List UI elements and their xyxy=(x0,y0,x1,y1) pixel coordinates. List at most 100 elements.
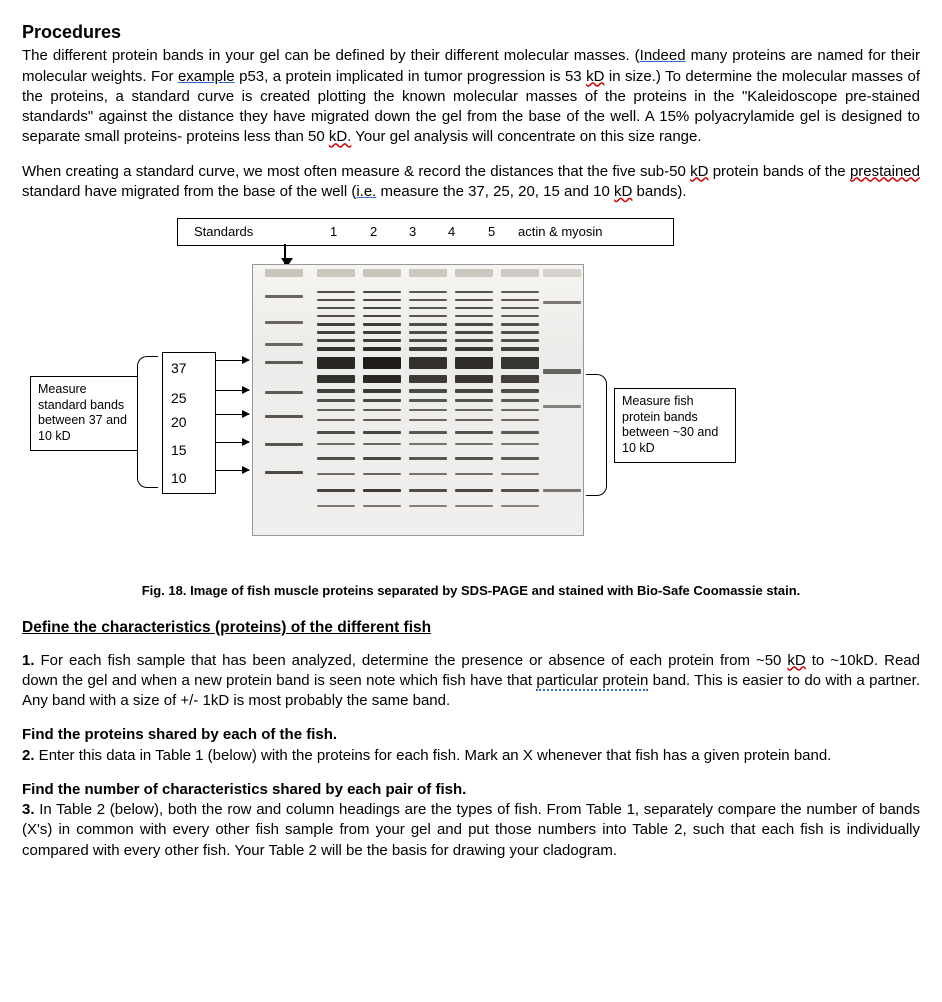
step-3-body: 3. In Table 2 (below), both the row and … xyxy=(22,800,920,861)
gel-band xyxy=(455,489,493,492)
gel-band xyxy=(455,291,493,293)
gel-band xyxy=(265,321,303,324)
left-note-box: Measure standard bands between 37 and 10… xyxy=(30,376,138,451)
text: measure the 37, 25, 20, 15 and 10 xyxy=(376,183,614,200)
arrow-right-icon xyxy=(215,390,249,391)
gel-band xyxy=(363,399,401,402)
gel-band xyxy=(317,357,355,369)
gel-band xyxy=(317,375,355,383)
gel-band xyxy=(409,307,447,309)
gel-band xyxy=(501,291,539,293)
gel-band xyxy=(265,471,303,474)
lane-label-4: 4 xyxy=(448,223,455,241)
step-number: 1. xyxy=(22,652,35,669)
lane-label-5: 5 xyxy=(488,223,495,241)
gel-band xyxy=(363,431,401,434)
gel-band xyxy=(409,291,447,293)
gel-band xyxy=(363,357,401,369)
gel-band xyxy=(363,315,401,317)
gel-band xyxy=(409,323,447,326)
gel-band xyxy=(317,399,355,402)
gel-band xyxy=(501,389,539,393)
text: Your gel analysis will concentrate on th… xyxy=(351,128,701,145)
gel-band xyxy=(317,473,355,475)
gel-band xyxy=(363,323,401,326)
step-3: Find the number of characteristics share… xyxy=(22,780,920,861)
gel-band xyxy=(317,389,355,393)
arrow-right-icon xyxy=(215,360,249,361)
gel-band xyxy=(501,357,539,369)
gel-band xyxy=(501,399,539,402)
gel-band xyxy=(455,331,493,334)
gel-band xyxy=(501,473,539,475)
text: When creating a standard curve, we most … xyxy=(22,163,690,180)
gel-band xyxy=(363,331,401,334)
gel-band xyxy=(363,443,401,445)
gel-band xyxy=(409,399,447,402)
gel-band xyxy=(455,323,493,326)
gel-band xyxy=(409,389,447,393)
gel-band xyxy=(317,419,355,421)
gel-band xyxy=(363,489,401,492)
page-title: Procedures xyxy=(22,20,920,44)
gel-band xyxy=(409,299,447,301)
lane-label-2: 2 xyxy=(370,223,377,241)
paragraph-2: When creating a standard curve, we most … xyxy=(22,162,920,203)
lane-header-box: Standards 1 2 3 4 5 actin & myosin xyxy=(177,218,674,246)
gel-band xyxy=(409,443,447,445)
gel-band xyxy=(363,473,401,475)
gel-band xyxy=(501,331,539,334)
gel-band xyxy=(501,457,539,460)
gel-band xyxy=(501,409,539,411)
gel-band xyxy=(265,443,303,446)
gel-figure: Standards 1 2 3 4 5 actin & myosin Measu… xyxy=(22,216,922,576)
mw-label: 37 xyxy=(163,361,215,375)
gel-band xyxy=(409,375,447,383)
gel-band xyxy=(455,307,493,309)
gel-band xyxy=(543,489,581,492)
gel-band xyxy=(455,399,493,402)
gel-band xyxy=(409,505,447,507)
gel-band xyxy=(363,457,401,460)
gel-band xyxy=(363,375,401,383)
paragraph-1: The different protein bands in your gel … xyxy=(22,46,920,147)
gel-band xyxy=(455,409,493,411)
gel-band xyxy=(363,347,401,351)
gel-band xyxy=(363,409,401,411)
gel-band xyxy=(409,315,447,317)
gel-lane xyxy=(315,265,357,535)
gel-band xyxy=(409,339,447,342)
gel-band xyxy=(501,443,539,445)
lane-label-1: 1 xyxy=(330,223,337,241)
gel-band xyxy=(501,375,539,383)
step-number: 3. xyxy=(22,801,35,818)
gel-band xyxy=(363,339,401,342)
spellcheck-word: kD xyxy=(614,183,632,200)
text: p53, a protein implicated in tumor progr… xyxy=(235,68,586,85)
gel-band xyxy=(265,361,303,364)
gel-band xyxy=(501,419,539,421)
gel-band xyxy=(455,419,493,421)
gel-band xyxy=(363,307,401,309)
spellcheck-word: example xyxy=(178,68,235,85)
gel-band xyxy=(363,419,401,421)
text: protein bands of the xyxy=(708,163,850,180)
gel-band xyxy=(317,347,355,351)
spellcheck-word: kD xyxy=(787,652,805,669)
gel-band xyxy=(501,489,539,492)
gel-lane xyxy=(499,265,541,535)
gel-band xyxy=(409,473,447,475)
gel-band xyxy=(455,389,493,393)
arrow-down-icon xyxy=(284,244,286,266)
text: Enter this data in Table 1 (below) with … xyxy=(35,747,832,764)
gel-band xyxy=(501,431,539,434)
gel-band xyxy=(363,505,401,507)
gel-band xyxy=(317,431,355,434)
gel-band xyxy=(501,299,539,301)
mw-label: 25 xyxy=(163,391,215,405)
gel-image xyxy=(252,264,584,536)
gel-lane xyxy=(263,265,305,535)
gel-band xyxy=(455,443,493,445)
gel-band xyxy=(409,419,447,421)
gel-band xyxy=(317,291,355,293)
